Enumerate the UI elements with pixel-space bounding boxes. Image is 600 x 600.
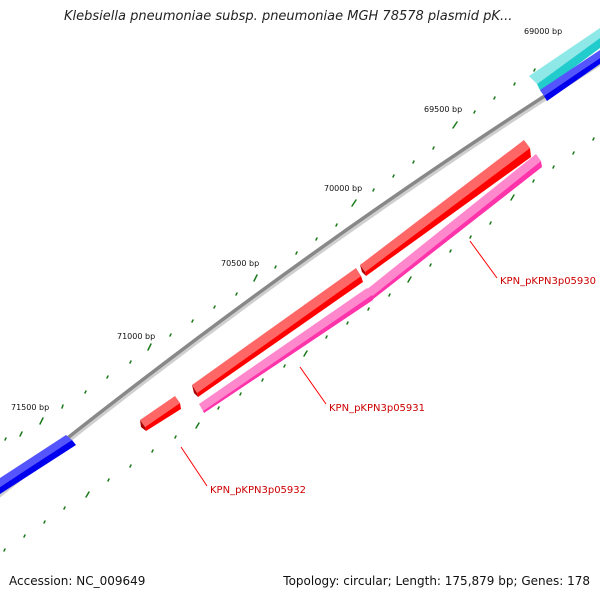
- outer-tick-ring: [4, 68, 536, 441]
- blue-feature-top[interactable]: [540, 50, 600, 101]
- magenta-feature-short[interactable]: [199, 288, 373, 413]
- tick-label-70500: 70500 bp: [221, 259, 259, 268]
- tick-label-71000: 71000 bp: [117, 332, 155, 341]
- gene-KPN_pKPN3p05932[interactable]: [140, 396, 181, 431]
- accession-text: Accession: NC_009649: [9, 574, 146, 588]
- gene-label-05931[interactable]: KPN_pKPN3p05931: [329, 403, 425, 414]
- tick-label-69000: 69000 bp: [524, 27, 562, 36]
- topology-summary: Topology: circular; Length: 175,879 bp; …: [283, 574, 590, 588]
- tick-label-71500: 71500 bp: [11, 403, 49, 412]
- blue-feature-bottom[interactable]: [0, 435, 76, 494]
- tick-label-70000: 70000 bp: [324, 184, 362, 193]
- tick-label-69500: 69500 bp: [424, 105, 462, 114]
- map-title: Klebsiella pneumoniae subsp. pneumoniae …: [64, 9, 513, 24]
- label-line-05930: [469, 240, 498, 279]
- label-line-05932: [180, 446, 208, 487]
- gene-label-05930[interactable]: KPN_pKPN3p05930: [500, 276, 596, 287]
- backbone: [0, 58, 600, 495]
- cyan-feature[interactable]: [529, 28, 600, 92]
- gene-label-05932[interactable]: KPN_pKPN3p05932: [210, 485, 306, 496]
- magenta-feature-long[interactable]: [366, 154, 542, 300]
- inner-tick-ring: [3, 137, 595, 552]
- gene-KPN_pKPN3p05931[interactable]: [192, 268, 363, 397]
- gene-KPN_pKPN3p05930[interactable]: [360, 140, 531, 276]
- label-line-05931: [299, 366, 327, 405]
